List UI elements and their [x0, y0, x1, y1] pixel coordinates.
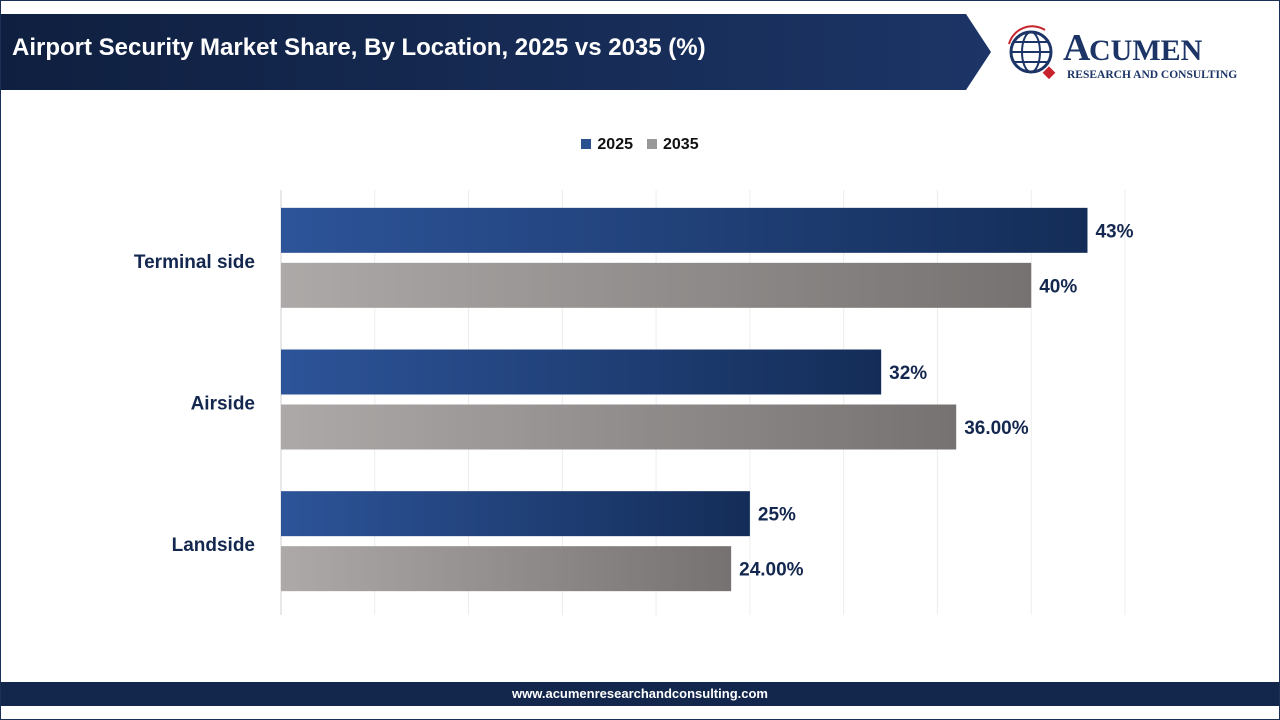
category-label: Terminal side [134, 252, 255, 273]
data-label: 25% [758, 505, 796, 526]
data-label: 24.00% [739, 560, 804, 581]
legend-swatch [647, 139, 657, 149]
legend-item-2035: 2035 [647, 136, 699, 154]
title-banner [1, 14, 991, 90]
footer-url: www.acumenresearchandconsulting.com [1, 682, 1279, 706]
bar-2035 [281, 262, 1032, 308]
bar-2025 [281, 491, 750, 537]
bar-2025 [281, 349, 882, 395]
svg-text:RESEARCH AND CONSULTING: RESEARCH AND CONSULTING [1067, 69, 1237, 81]
legend: 2025 2035 [0, 136, 1280, 154]
bar-2025 [281, 207, 1088, 253]
data-label: 43% [1095, 221, 1133, 242]
bar-2035 [281, 546, 732, 592]
legend-swatch [581, 139, 592, 149]
svg-text:CUMEN: CUMEN [1089, 34, 1203, 67]
data-label: 32% [889, 363, 927, 384]
bar-2035 [281, 404, 957, 450]
svg-text:A: A [1063, 27, 1091, 69]
acumen-logo: A CUMEN RESEARCH AND CONSULTING [1008, 25, 1237, 81]
category-label: Airside [191, 394, 255, 415]
data-label: 40% [1039, 276, 1077, 297]
chart-title: Airport Security Market Share, By Locati… [12, 34, 706, 61]
data-label: 36.00% [964, 418, 1029, 439]
category-label: Landside [172, 535, 255, 556]
legend-item-2025: 2025 [581, 136, 633, 154]
